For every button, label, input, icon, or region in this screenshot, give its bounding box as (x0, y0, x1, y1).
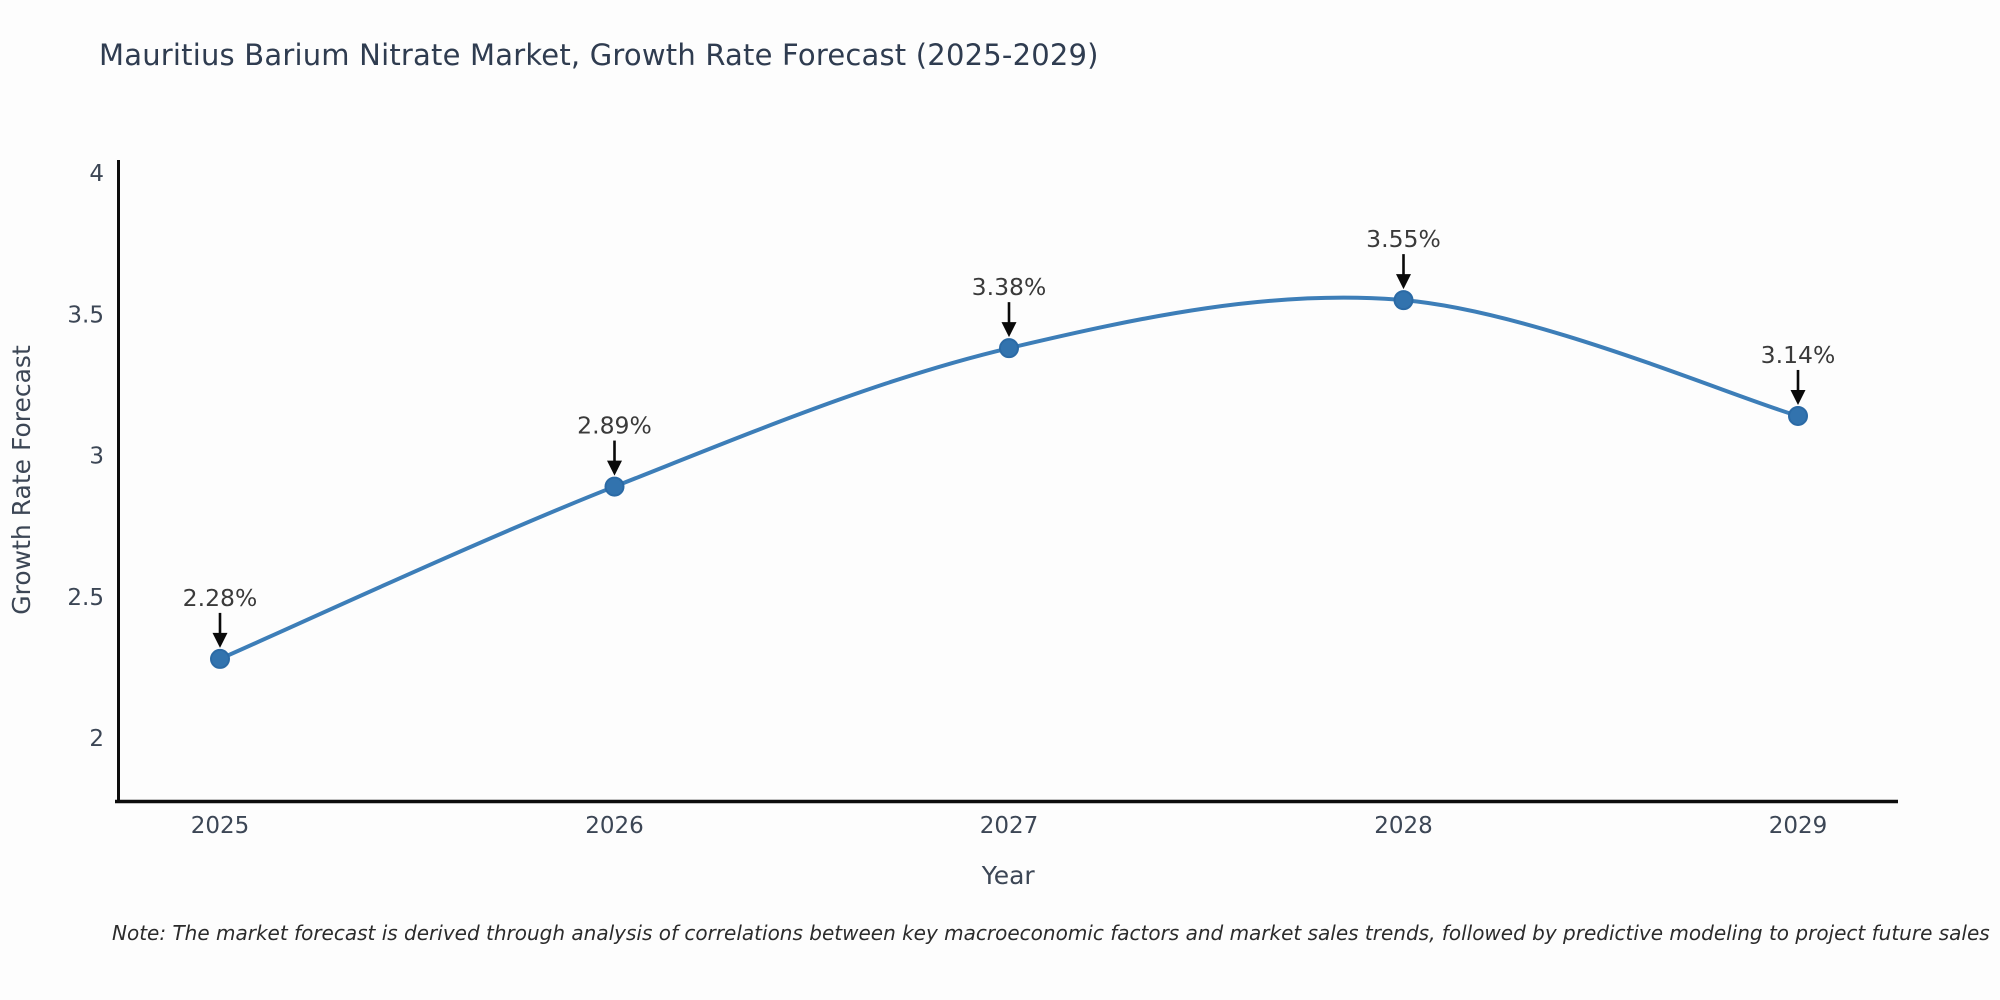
data-point-label: 3.14% (1761, 341, 1836, 369)
data-point-label: 2.89% (577, 412, 652, 440)
annotation-arrow-head (212, 632, 228, 648)
x-tick-label: 2028 (1374, 813, 1433, 839)
x-tick-label: 2025 (191, 813, 250, 839)
y-tick-label: 2 (89, 726, 104, 752)
footnote-text: Note: The market forecast is derived thr… (112, 921, 1990, 945)
data-point (1393, 290, 1414, 311)
data-point-label: 3.55% (1366, 225, 1441, 253)
data-point (210, 648, 230, 669)
y-axis-title: Growth Rate Forecast (7, 345, 36, 615)
chart-title: Mauritius Barium Nitrate Market, Growth … (99, 38, 1099, 72)
annotation-arrow-head (1001, 322, 1017, 338)
annotation-arrow-head (1790, 389, 1806, 405)
data-point (604, 476, 625, 497)
y-tick-label: 4 (89, 161, 104, 187)
data-point (999, 338, 1019, 359)
data-point (1788, 405, 1808, 426)
annotation-arrow-head (1396, 274, 1411, 290)
x-tick-label: 2026 (585, 813, 644, 839)
y-tick-label: 3.5 (67, 302, 104, 328)
x-tick-label: 2029 (1769, 813, 1828, 839)
data-point-label: 2.28% (183, 584, 258, 612)
annotation-arrow-head (607, 460, 622, 476)
x-tick-label: 2027 (980, 813, 1039, 839)
y-tick-label: 2.5 (67, 585, 104, 611)
x-axis-title: Year (981, 861, 1036, 890)
data-point-label: 3.38% (972, 273, 1047, 301)
y-tick-label: 3 (89, 444, 104, 470)
